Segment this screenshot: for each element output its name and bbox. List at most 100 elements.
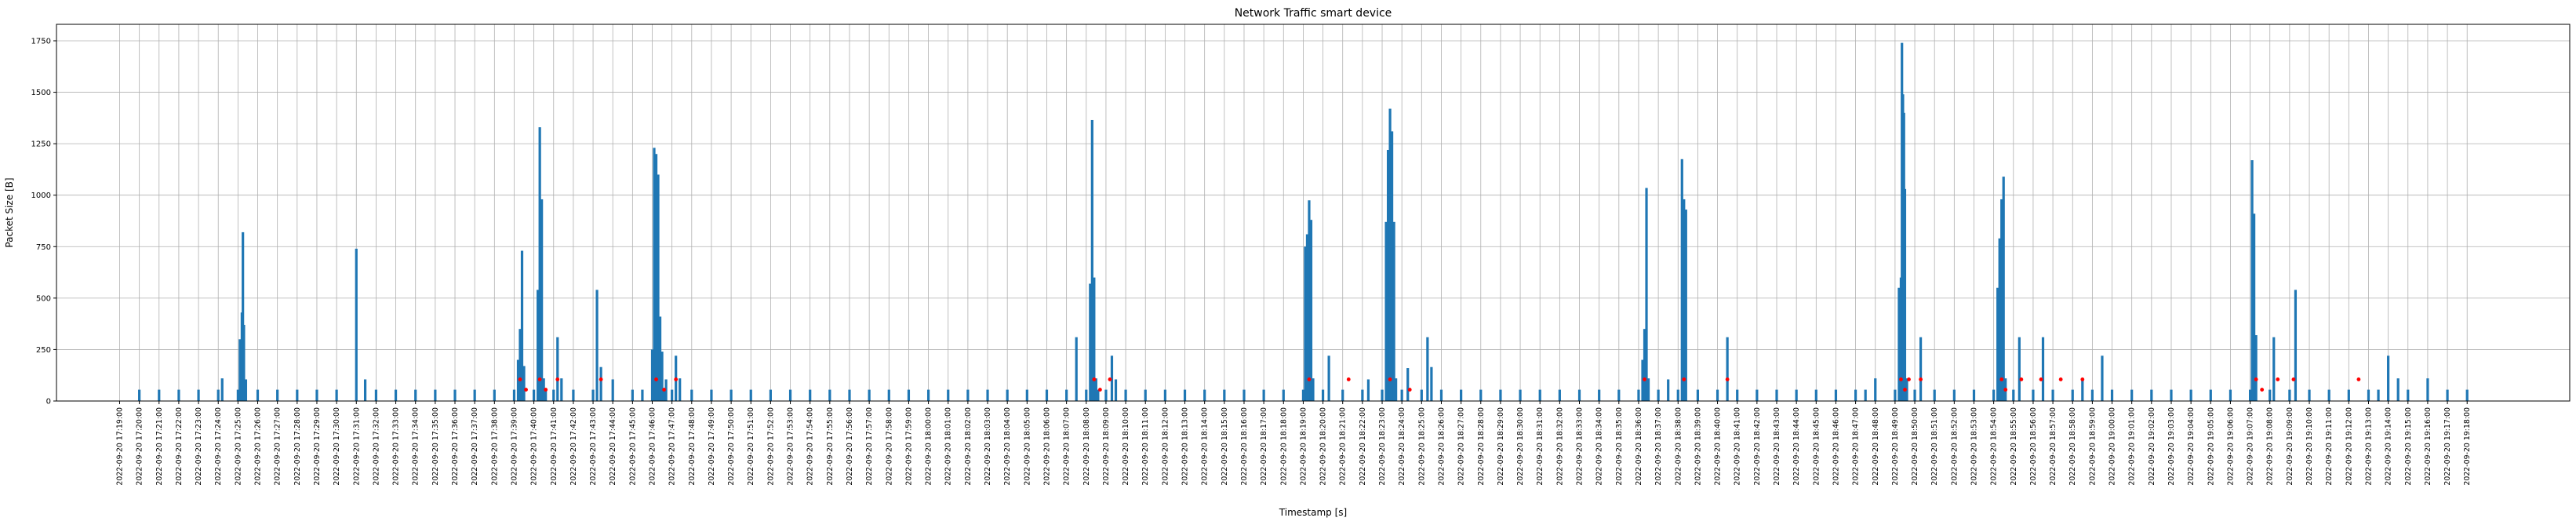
packet-bar: [2032, 389, 2035, 401]
packet-bar: [966, 389, 970, 401]
packet-marker: [2080, 377, 2085, 381]
packet-marker: [654, 377, 658, 381]
x-tick-label: 2022-09-20 18:40:00: [1714, 407, 1723, 486]
packet-bar: [611, 379, 614, 401]
packet-bar: [2150, 389, 2153, 401]
packet-bar: [2189, 389, 2192, 401]
packet-bar: [2347, 389, 2350, 401]
y-tick-label: 0: [46, 398, 51, 407]
packet-bar: [2396, 378, 2400, 401]
x-tick-label: 2022-09-20 19:06:00: [2226, 407, 2235, 486]
x-tick-label: 2022-09-20 18:58:00: [2068, 407, 2077, 486]
packet-bar: [2308, 389, 2311, 401]
packet-marker: [1307, 377, 1312, 381]
packet-bar: [1075, 337, 1078, 401]
packet-bar: [414, 389, 417, 401]
x-tick-label: 2022-09-20 19:00:00: [2108, 407, 2117, 486]
packet-marker: [518, 377, 522, 381]
x-tick-label: 2022-09-20 18:43:00: [1773, 407, 1781, 486]
packet-bar: [1386, 150, 1390, 401]
x-tick-label: 2022-09-20 18:24:00: [1398, 407, 1406, 486]
x-tick-label: 2022-09-20 17:32:00: [372, 407, 380, 486]
x-tick-label: 2022-09-20 18:42:00: [1753, 407, 1762, 486]
x-tick-label: 2022-09-20 17:31:00: [352, 407, 361, 486]
grid: [56, 24, 2570, 402]
packet-bar: [1894, 389, 1897, 401]
packet-bar: [1919, 337, 1923, 401]
packet-bar: [947, 389, 950, 401]
x-tick-label: 2022-09-20 19:16:00: [2424, 407, 2432, 486]
x-tick-label: 2022-09-20 19:08:00: [2266, 407, 2275, 486]
y-tick-label: 750: [36, 243, 51, 252]
packet-marker: [1725, 377, 1730, 381]
x-tick-label: 2022-09-20 18:26:00: [1437, 407, 1446, 486]
packet-bar: [1223, 389, 1226, 401]
packet-bar: [1439, 389, 1443, 401]
packet-bar: [1683, 199, 1686, 402]
packet-bar: [1637, 389, 1640, 401]
packet-bar: [1282, 389, 1285, 401]
x-tick-label: 2022-09-20 17:34:00: [412, 407, 420, 486]
packet-marker: [1108, 377, 1112, 381]
x-tick-label: 2022-09-20 18:20:00: [1319, 407, 1328, 486]
x-tick-label: 2022-09-20 19:04:00: [2187, 407, 2196, 486]
y-axis-title: Packet Size [B]: [4, 177, 15, 247]
packet-bar: [1874, 378, 1877, 401]
packet-bar: [1384, 221, 1388, 401]
packet-bar: [986, 389, 989, 401]
x-tick-label: 2022-09-20 18:00:00: [925, 407, 933, 486]
packet-bar: [1327, 355, 1330, 401]
x-tick-label: 2022-09-20 19:14:00: [2385, 407, 2393, 486]
y-tick-label: 1250: [31, 140, 51, 149]
x-tick-label: 2022-09-20 17:53:00: [787, 407, 795, 486]
packet-bar: [1972, 389, 1976, 401]
packet-marker: [2039, 377, 2043, 381]
x-tick-label: 2022-09-20 18:49:00: [1891, 407, 1900, 486]
packet-bar: [2170, 389, 2173, 401]
packet-bar: [730, 389, 733, 401]
packet-bar: [2002, 177, 2005, 401]
x-tick-label: 2022-09-20 17:57:00: [865, 407, 874, 486]
packet-bar: [1775, 389, 1778, 401]
packet-marker: [2058, 377, 2063, 381]
packet-bar: [355, 248, 358, 401]
packet-bar: [1093, 277, 1096, 401]
packet-bar: [236, 389, 239, 401]
packet-bar: [1094, 378, 1097, 401]
packet-bar: [1996, 287, 1999, 401]
x-tick-label: 2022-09-20 18:19:00: [1299, 407, 1308, 486]
packet-bar: [315, 389, 318, 401]
packet-bar: [1400, 389, 1403, 401]
packet-bar: [2367, 389, 2370, 401]
packet-bar: [552, 389, 555, 401]
packet-bar: [138, 389, 141, 401]
packet-marker: [1999, 377, 2004, 381]
x-tick-label: 2022-09-20 18:59:00: [2088, 407, 2097, 486]
x-tick-label: 2022-09-20 17:58:00: [885, 407, 893, 486]
packet-bar: [1657, 389, 1660, 401]
packet-marker: [2260, 388, 2265, 392]
packet-bar: [276, 389, 279, 401]
packet-bar: [1243, 389, 1246, 401]
packet-bar: [1406, 368, 1410, 401]
packet-bar: [1420, 389, 1423, 401]
packet-bar: [809, 389, 812, 401]
x-tick-label: 2022-09-20 17:52:00: [766, 407, 775, 486]
x-tick-label: 2022-09-20 18:48:00: [1872, 407, 1880, 486]
packet-bar: [1203, 389, 1206, 401]
packet-bar: [335, 389, 338, 401]
packet-bar: [522, 366, 526, 401]
x-tick-label: 2022-09-20 18:41:00: [1734, 407, 1742, 486]
marker-series: [518, 377, 2361, 392]
packet-bar: [591, 389, 595, 401]
x-tick-label: 2022-09-20 17:42:00: [569, 407, 578, 486]
packet-bar: [2000, 199, 2003, 402]
packet-bar: [1309, 220, 1313, 401]
x-tick-label: 2022-09-20 18:50:00: [1911, 407, 1919, 486]
packet-bar: [1834, 389, 1838, 401]
packet-bar: [1696, 389, 1700, 401]
packet-marker: [1682, 377, 1686, 381]
packet-bar: [828, 389, 831, 401]
packet-bar: [2407, 389, 2410, 401]
x-tick-label: 2022-09-20 19:09:00: [2286, 407, 2294, 486]
